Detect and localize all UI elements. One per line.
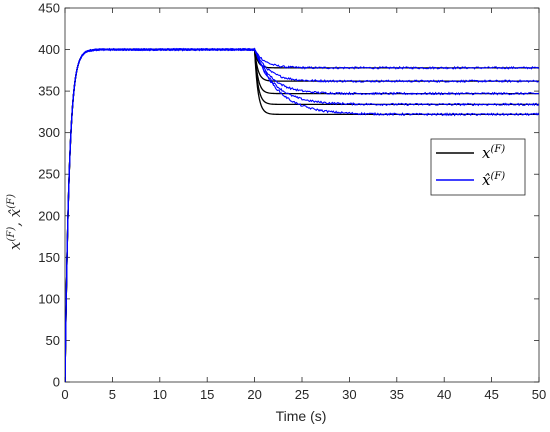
y-tick-label-150: 150 xyxy=(38,250,60,265)
x-tick-label-45: 45 xyxy=(484,387,498,402)
legend-label-estimate: x̂(F) xyxy=(482,171,505,189)
y-axis-title-sup: (F) xyxy=(6,227,17,242)
x-tick-label-35: 35 xyxy=(390,387,404,402)
series-estimate-4 xyxy=(65,47,539,382)
legend-label-actual-base: x xyxy=(482,144,491,162)
x-tick-label-0: 0 xyxy=(61,387,68,402)
x-tick-label-15: 15 xyxy=(200,387,214,402)
y-axis-title-x: x xyxy=(6,241,24,250)
y-tick-label-200: 200 xyxy=(38,208,60,223)
x-tick-label-30: 30 xyxy=(342,387,356,402)
plot-area: 0 5 10 15 20 25 30 35 40 45 50 0 50 100 150 200 250 300 35… xyxy=(38,1,546,403)
legend-label-actual-sup: (F) xyxy=(490,144,505,155)
y-tick-label-0: 0 xyxy=(53,375,60,390)
legend-label-estimate-base: x̂ xyxy=(482,171,491,189)
y-axis-title-xhat: x̂ xyxy=(6,208,24,217)
y-tick-label-400: 400 xyxy=(38,42,60,57)
y-tick-label-250: 250 xyxy=(38,167,60,182)
y-tick-label-100: 100 xyxy=(38,291,60,306)
x-tick-label-25: 25 xyxy=(295,387,309,402)
y-axis-title-sup-2: (F) xyxy=(6,194,17,209)
series-estimate-3 xyxy=(65,47,539,382)
svg-text:x(F), x̂(F): x(F), x̂(F) xyxy=(6,194,24,250)
y-tick-label-50: 50 xyxy=(46,333,60,348)
legend-label-actual: x(F) xyxy=(482,144,505,162)
x-tick-label-10: 10 xyxy=(153,387,167,402)
y-tick-label-350: 350 xyxy=(38,84,60,99)
series-estimate-5 xyxy=(65,47,539,382)
y-tick-label-300: 300 xyxy=(38,125,60,140)
legend-box xyxy=(430,138,526,196)
x-tick-label-50: 50 xyxy=(532,387,546,402)
x-axis-title: Time (s) xyxy=(276,408,327,424)
y-tick-label-450: 450 xyxy=(38,1,60,16)
x-tick-label-20: 20 xyxy=(247,387,261,402)
y-axis-title: x(F), x̂(F) xyxy=(6,194,24,250)
y-axis-title-separator: , xyxy=(6,217,24,227)
x-tick-label-40: 40 xyxy=(437,387,451,402)
legend: x(F) x̂(F) xyxy=(430,138,526,196)
x-tick-label-5: 5 xyxy=(109,387,116,402)
legend-label-estimate-sup: (F) xyxy=(490,171,505,182)
